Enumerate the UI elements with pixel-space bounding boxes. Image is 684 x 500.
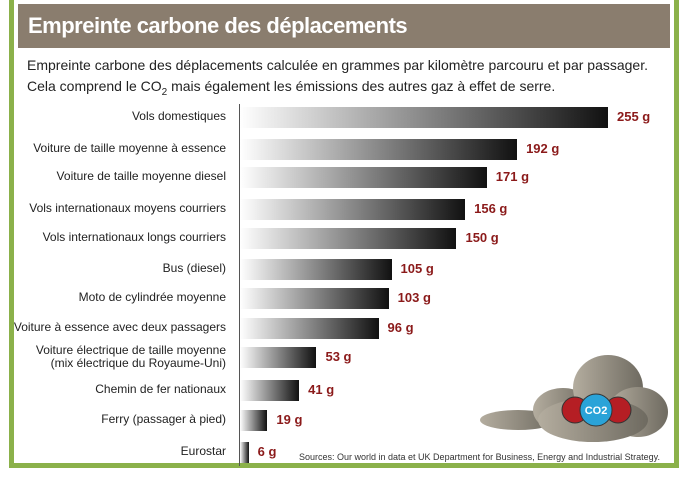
category-label: Voiture de taille moyenne diesel: [56, 169, 226, 183]
bar: [240, 442, 249, 463]
co2-label: CO2: [585, 405, 608, 417]
value-label: 53 g: [325, 349, 352, 364]
bar: [240, 259, 392, 280]
value-label: 171 g: [495, 169, 530, 184]
bar: [240, 139, 518, 160]
value-label: 156 g: [474, 201, 508, 216]
bar: [240, 228, 457, 249]
category-label: Ferry (passager à pied): [101, 412, 226, 426]
chart-title: Empreinte carbone des déplacements: [28, 13, 408, 38]
bar: [240, 167, 487, 188]
value-label: 6 g: [257, 444, 277, 459]
bar: [240, 347, 317, 368]
subtitle-line1: Empreinte carbone des déplacements calcu…: [27, 57, 648, 73]
bar: [240, 199, 466, 220]
value-label: 150 g: [465, 230, 499, 245]
category-label: Voiture à essence avec deux passagers: [13, 320, 226, 334]
bar: [240, 410, 268, 431]
value-label: 103 g: [397, 290, 431, 305]
subscript: 2: [161, 86, 168, 98]
category-label: Vols internationaux moyens courriers: [29, 201, 226, 215]
bar: [240, 107, 608, 128]
co2-cloud-icon: CO2: [480, 355, 668, 442]
value-label: 192 g: [526, 141, 560, 156]
category-label: Voiture de taille moyenne à essence: [33, 141, 226, 155]
subtitle-text: Cela comprend le CO: [27, 78, 162, 94]
bar: [240, 380, 300, 401]
subtitle-text: mais également les émissions des autres …: [167, 78, 556, 94]
value-label: 96 g: [387, 320, 414, 335]
subtitle-line2: Cela comprend le CO2 mais également les …: [27, 78, 555, 98]
category-label: Voiture électrique de taille moyenne (mi…: [35, 343, 226, 370]
category-label: Vols domestiques: [131, 109, 226, 123]
frame: [9, 0, 679, 468]
category-label: Vols internationaux longs courriers: [42, 230, 226, 244]
value-label: 255 g: [617, 109, 651, 124]
source-note: Sources: Our world in data et UK Departm…: [299, 452, 661, 462]
value-label: 105 g: [400, 261, 434, 276]
axis-line: [239, 104, 240, 466]
category-label: Moto de cylindrée moyenne: [78, 290, 226, 304]
bar: [240, 318, 379, 339]
category-label: Chemin de fer nationaux: [95, 382, 226, 396]
title-bar: Empreinte carbone des déplacements: [18, 4, 670, 48]
category-label: Bus (diesel): [162, 261, 226, 275]
category-label: Eurostar: [180, 444, 226, 458]
value-label: 41 g: [308, 382, 335, 397]
bar: [240, 288, 389, 309]
value-label: 19 g: [276, 412, 303, 427]
